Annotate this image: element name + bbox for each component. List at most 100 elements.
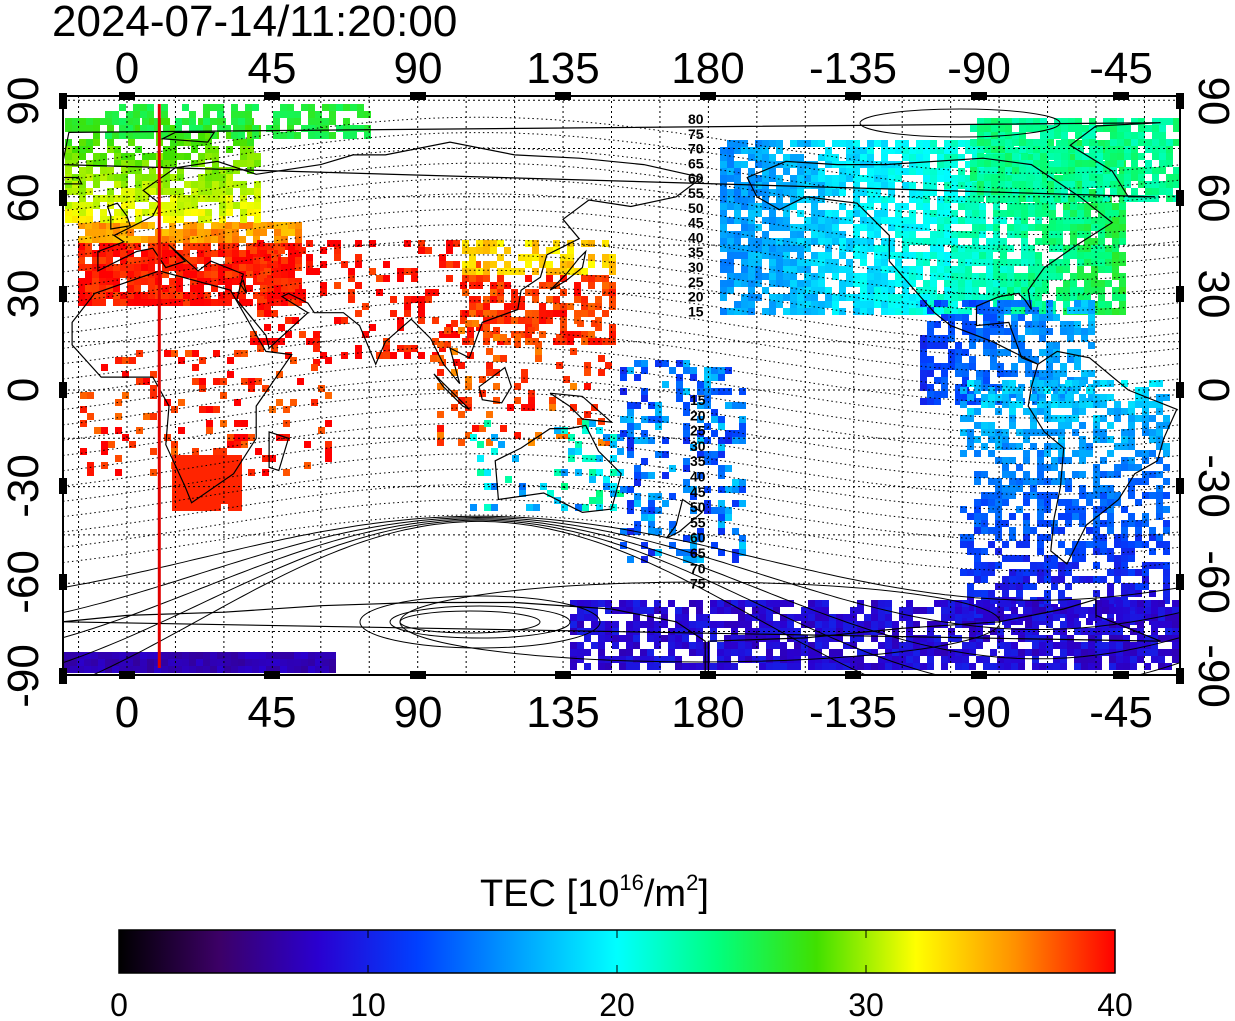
contour-label-south: 55 [690,514,706,530]
top-lon-tick-label: 45 [248,44,297,93]
coast-new-zealand [665,498,703,539]
right-lat-tick-label: 60 [1189,174,1235,223]
contour-line [63,132,1180,190]
colorbar-tick-label: 30 [848,987,884,1021]
frame-tick [410,671,426,679]
colorbar-tick-label: 40 [1097,987,1133,1021]
contour-label-north: 70 [688,141,704,157]
right-latitude-axis: 90 60 30 0 -30 -60 -90 [1189,77,1235,708]
frame-tick [700,671,716,679]
map-grid [63,96,1180,675]
contour-line [63,361,1180,419]
left-lat-tick-label: -30 [0,454,48,518]
contour-line [63,519,1180,675]
contour-label-north: 75 [688,126,704,142]
contour-label-north: 20 [688,289,704,305]
contour-line [63,468,1180,526]
coast-sumatra [433,373,470,410]
contour-label-south: 60 [690,530,706,546]
contour-label-south: 25 [690,423,706,439]
frame-tick [1176,190,1184,206]
frame-tick [264,92,280,100]
contour-label-south: 20 [690,407,706,423]
contour-line [91,520,867,675]
right-lat-tick-label: 30 [1189,270,1235,319]
frame-tick [59,93,67,109]
frame-tick [59,574,67,590]
tec-region-alaska [970,118,1180,202]
coast-madagascar [268,431,290,472]
colorbar-tick-label: 20 [599,987,635,1021]
bottom-lon-tick-label: -135 [809,688,897,737]
left-lat-tick-label: 0 [0,378,48,402]
contour-line [63,518,1180,660]
colorbar-title-sup1: 16 [619,870,643,895]
contour-label-south: 70 [690,560,706,576]
frame-tick [971,671,987,679]
contour-line [63,162,1180,220]
coast-greenland [63,122,1161,198]
colorbar-ticks: 0 10 20 30 40 [110,930,1133,1021]
contour-line [63,269,1180,327]
coast-africa [71,270,293,504]
left-lat-tick-label: 30 [0,270,48,319]
tec-data-layer [63,104,1180,673]
frame-tick [1113,92,1129,100]
right-lat-tick-label: -90 [1189,644,1235,708]
right-lat-tick-label: -30 [1189,454,1235,518]
contour-label-north: 25 [688,274,704,290]
frame-tick [555,92,571,100]
frame-tick [119,671,135,679]
frame-tick [59,286,67,302]
coast-south-america [1027,350,1178,565]
top-longitude-axis: 0 45 90 135 180 -135 -90 -45 [115,44,1153,93]
contour-line [63,407,1180,465]
tec-region-arctic-green [105,104,371,139]
frame-tick [1176,93,1184,109]
bottom-lon-tick-label: 0 [115,688,139,737]
contour-line [63,178,1180,235]
contour-line [63,499,1180,557]
frame-tick [845,92,861,100]
top-lon-tick-label: 135 [526,44,599,93]
contour-line [63,239,1180,297]
tec-region-pacific-sw [620,360,746,563]
frame-tick [59,382,67,398]
contour-line [63,514,1180,572]
left-lat-tick-label: 90 [0,77,48,126]
pole-contour [389,605,571,639]
colorbar-tick-label: 0 [110,987,128,1021]
contour-line [63,483,1180,541]
frame-tick [1176,382,1184,398]
left-lat-tick-label: -60 [0,550,48,614]
contour-label-north: 55 [688,185,704,201]
contour-label-south: 30 [690,438,706,454]
contour-label-north: 40 [688,229,704,245]
right-lat-tick-label: 0 [1189,378,1235,402]
frame-tick [1176,478,1184,494]
coast-europe [97,141,704,384]
contour-line [63,422,1180,480]
coast-arabia-cut [239,279,248,294]
frame-tick [410,92,426,100]
right-lat-tick-label: 90 [1189,77,1235,126]
contour-label-south: 75 [690,576,706,592]
contour-label-north: 60 [688,170,704,186]
frame-tick [1113,671,1129,679]
contour-label-south: 15 [690,392,706,408]
bottom-lon-tick-label: 90 [394,688,443,737]
contour-label-south: 65 [690,545,706,561]
frame-tick [264,671,280,679]
contour-line [63,392,1180,450]
contour-line [63,515,1180,601]
top-lon-tick-label: -90 [947,44,1011,93]
contour-label-north: 15 [688,303,704,319]
frame-tick [845,671,861,679]
bottom-lon-tick-label: 180 [671,688,744,737]
contour-label-south: 45 [690,484,706,500]
contour-line [63,208,1180,266]
bottom-lon-tick-label: -90 [947,688,1011,737]
tec-region-maritime [430,320,612,446]
top-lon-tick-label: 180 [671,44,744,93]
contour-label-north: 30 [688,259,704,275]
